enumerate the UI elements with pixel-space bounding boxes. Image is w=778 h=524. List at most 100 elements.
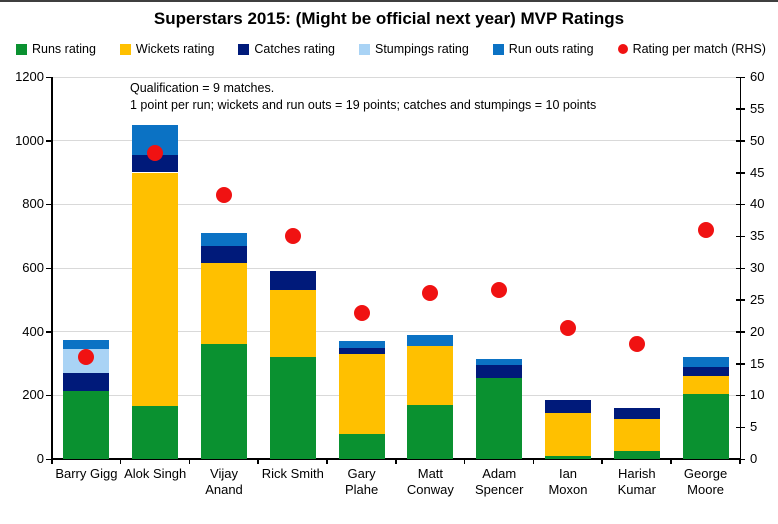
bar-segment-runs bbox=[545, 455, 591, 459]
y2-axis-label: 50 bbox=[750, 132, 765, 148]
y2-axis-label: 20 bbox=[750, 323, 765, 339]
gridline bbox=[52, 203, 740, 205]
bar-segment-run_outs bbox=[476, 358, 523, 366]
x-axis-label: Harish Kumar bbox=[617, 466, 656, 497]
rating-per-match-dot bbox=[284, 228, 301, 245]
y-axis-label: 200 bbox=[22, 387, 44, 403]
legend-label-run-outs: Run outs rating bbox=[508, 42, 594, 56]
right-axis-tick bbox=[736, 299, 745, 301]
right-axis-tick bbox=[736, 331, 745, 333]
rating-per-match-dot bbox=[628, 336, 645, 353]
bar-segment-run_outs bbox=[407, 334, 454, 346]
gridline bbox=[52, 331, 740, 333]
x-axis-tick bbox=[463, 459, 466, 464]
x-axis-label: Adam Spencer bbox=[474, 466, 524, 497]
left-axis-tick bbox=[46, 267, 52, 269]
rating-per-match-dot bbox=[560, 320, 576, 337]
bar-segment-wickets bbox=[407, 345, 454, 405]
bar-segment-runs bbox=[407, 404, 454, 459]
bar-segment-wickets bbox=[613, 419, 660, 452]
y2-axis-label: 35 bbox=[750, 228, 765, 244]
right-axis-tick bbox=[736, 203, 745, 206]
bar-segment-runs bbox=[476, 377, 523, 459]
right-axis-tick bbox=[736, 458, 745, 460]
x-axis-label: George Moore bbox=[683, 466, 728, 497]
legend-label-wickets: Wickets rating bbox=[135, 42, 215, 56]
bar-segment-catches bbox=[269, 271, 316, 291]
y2-axis-label: 5 bbox=[750, 419, 758, 435]
catches-swatch-icon bbox=[238, 43, 250, 55]
right-axis-tick bbox=[736, 426, 745, 429]
x-axis-label: Ian Moxon bbox=[548, 466, 588, 497]
bar-segment-catches bbox=[613, 408, 660, 420]
x-axis-tick bbox=[395, 459, 397, 464]
bar-segment-runs bbox=[63, 390, 110, 459]
y2-axis-label: 15 bbox=[750, 355, 765, 371]
x-axis-label: Gary Plahe bbox=[344, 466, 379, 497]
rating-per-match-dot bbox=[216, 186, 232, 203]
x-axis-tick bbox=[601, 459, 603, 464]
y2-axis-label: 30 bbox=[750, 260, 765, 275]
legend-label-rating-per-match: Rating per match (RHS) bbox=[632, 42, 766, 56]
gridline bbox=[52, 76, 740, 78]
y-axis-label: 600 bbox=[22, 260, 44, 275]
bar-segment-runs bbox=[338, 433, 385, 459]
x-axis-tick bbox=[670, 459, 672, 464]
rating-dot-icon bbox=[617, 44, 628, 54]
run-outs-swatch-icon bbox=[492, 43, 504, 55]
y2-axis-label: 45 bbox=[750, 164, 765, 180]
bar-segment-catches bbox=[201, 245, 247, 264]
y2-axis-label: 55 bbox=[750, 100, 765, 116]
rating-per-match-dot bbox=[491, 282, 508, 299]
right-axis-tick bbox=[736, 235, 745, 238]
y-axis-label: 1000 bbox=[15, 132, 44, 148]
rating-per-match-dot bbox=[422, 285, 439, 302]
bar-segment-catches bbox=[682, 366, 729, 377]
legend-item-runs: Runs rating bbox=[16, 42, 96, 56]
left-axis-tick bbox=[46, 458, 52, 460]
y-axis-label: 400 bbox=[22, 323, 44, 339]
left-axis-tick bbox=[46, 140, 52, 142]
gridline bbox=[52, 394, 740, 396]
left-axis-tick bbox=[46, 331, 52, 333]
right-axis-tick bbox=[736, 172, 745, 174]
y2-axis-label: 0 bbox=[750, 451, 758, 466]
x-axis-tick bbox=[119, 459, 122, 464]
bar-segment-catches bbox=[63, 373, 110, 391]
right-axis-tick bbox=[736, 108, 745, 110]
x-axis-tick bbox=[739, 459, 741, 464]
x-axis-tick bbox=[51, 459, 53, 464]
legend-label-runs: Runs rating bbox=[32, 42, 96, 56]
bar-segment-catches bbox=[476, 365, 523, 378]
legend-label-catches: Catches rating bbox=[254, 42, 336, 56]
rating-per-match-dot bbox=[353, 304, 370, 321]
y-axis-label: 800 bbox=[22, 196, 44, 212]
bar-segment-catches bbox=[338, 347, 385, 354]
y-axis-label: 0 bbox=[36, 451, 44, 466]
stumpings-swatch-icon bbox=[359, 43, 370, 55]
bar-segment-wickets bbox=[132, 172, 179, 407]
legend-item-run-outs: Run outs rating bbox=[492, 42, 594, 56]
right-axis-tick bbox=[736, 140, 745, 142]
left-axis-tick bbox=[46, 203, 52, 206]
x-axis-tick bbox=[257, 459, 259, 464]
x-axis-tick bbox=[326, 459, 328, 464]
chart-annotation: Qualification = 9 matches. 1 point per r… bbox=[130, 80, 596, 114]
chart-title: Superstars 2015: (Might be official next… bbox=[153, 9, 625, 28]
right-axis-tick bbox=[736, 76, 745, 78]
x-axis-tick bbox=[532, 459, 535, 464]
y2-axis-label: 10 bbox=[750, 387, 765, 403]
left-axis-line bbox=[51, 77, 53, 461]
x-axis-label: Barry Gigg bbox=[55, 466, 118, 481]
rating-per-match-dot bbox=[697, 221, 714, 238]
bar-segment-wickets bbox=[682, 376, 729, 394]
right-axis-tick bbox=[736, 394, 745, 397]
x-axis-label: Matt Conway bbox=[406, 466, 454, 497]
bar-segment-run_outs bbox=[201, 232, 247, 246]
bar-segment-catches bbox=[545, 400, 591, 413]
gridline bbox=[52, 140, 740, 142]
left-axis-tick bbox=[46, 394, 52, 397]
legend-item-catches: Catches rating bbox=[238, 42, 335, 56]
bar-segment-run_outs bbox=[682, 357, 729, 367]
